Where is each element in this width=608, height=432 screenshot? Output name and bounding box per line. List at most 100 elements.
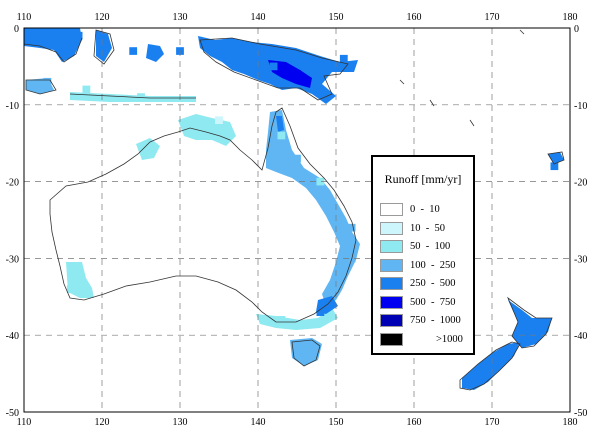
runoff-cell-19 — [347, 223, 356, 232]
legend-label: 250 - 500 — [410, 278, 456, 289]
legend-swatch — [380, 314, 403, 327]
coastline-borneo — [93, 29, 115, 65]
coastline-sumatra — [23, 37, 83, 63]
runoff-cell-18 — [316, 177, 325, 186]
runoff-cell-16 — [277, 131, 286, 140]
lon-tick-top-180: 180 — [563, 12, 578, 23]
legend-label: 500 - 750 — [410, 296, 456, 308]
runoff-patch-nz-south — [462, 342, 520, 390]
lon-tick-top-140: 140 — [251, 12, 266, 23]
lat-tick-right--20: -20 — [574, 178, 587, 189]
runoff-raster — [24, 28, 564, 390]
lat-tick-right-0: 0 — [574, 24, 579, 35]
lat-tick-labels-left: 0 -10 -20 -30 -40 -50 — [6, 24, 19, 419]
coastline-java — [25, 79, 57, 95]
legend-swatch — [380, 277, 403, 290]
runoff-cell-23 — [277, 316, 286, 324]
runoff-patch-cape-york-blue — [276, 116, 284, 132]
runoff-patch-kimberley — [136, 138, 160, 160]
runoff-cell-4 — [129, 47, 138, 55]
lat-tick-left--40: -40 — [6, 331, 19, 342]
lon-tick-labels-top: 110 120 130 140 150 160 170 180 — [17, 12, 578, 23]
lon-tick-top-160: 160 — [407, 12, 422, 23]
runoff-cell-29 — [550, 162, 559, 171]
lon-tick-bottom-170: 170 — [485, 417, 500, 428]
legend-swatch — [380, 203, 403, 216]
lon-tick-bottom-110: 110 — [17, 417, 32, 428]
lat-tick-left-0: 0 — [14, 24, 19, 35]
lat-tick-right--50: -50 — [574, 408, 587, 419]
coastline-pacific-islands — [399, 29, 565, 165]
legend-entry: 750 - 1000 — [380, 314, 475, 328]
legend-swatch — [380, 221, 403, 235]
runoff-cell-7 — [269, 62, 278, 71]
lat-tick-right--30: -30 — [574, 254, 587, 265]
lon-tick-bottom-180: 180 — [563, 417, 578, 428]
lon-tick-top-150: 150 — [329, 12, 344, 23]
runoff-cell-17 — [293, 154, 301, 163]
legend-label: 100 - 250 — [410, 259, 456, 271]
runoff-cell-13 — [137, 93, 145, 101]
coastline-nz-south — [459, 341, 521, 391]
lon-tick-top-120: 120 — [95, 12, 110, 23]
lat-tick-left--20: -20 — [6, 178, 19, 189]
runoff-cell-12 — [82, 85, 91, 94]
legend-label: >1000 — [436, 333, 463, 345]
runoff-cell-15 — [215, 116, 223, 124]
legend-swatch — [380, 332, 403, 346]
runoff-cell-14 — [191, 116, 200, 124]
runoff-cell-22 — [316, 308, 325, 316]
coastline-new-guinea — [199, 37, 349, 101]
lon-tick-bottom-130: 130 — [173, 417, 188, 428]
lon-tick-labels-bottom: 110 120 130 140 150 160 170 180 — [17, 417, 578, 428]
runoff-patch-sumatra — [24, 28, 82, 62]
runoff-patch-arnhem — [178, 114, 236, 146]
legend: Runoff [mm/yr] 0 - 10 10 - 50 50 - 100 100 … — [371, 155, 475, 355]
lon-tick-bottom-140: 140 — [251, 417, 266, 428]
runoff-cell-27 — [472, 369, 481, 378]
lat-tick-right--40: -40 — [574, 331, 587, 342]
coastline-australia — [49, 107, 357, 323]
lon-tick-top-170: 170 — [485, 12, 500, 23]
runoff-cell-6 — [230, 47, 239, 55]
runoff-cell-8 — [293, 70, 301, 78]
legend-entry: 250 - 500 — [380, 277, 475, 291]
runoff-patch-new-guinea-dark — [268, 60, 312, 88]
lat-tick-left--10: -10 — [6, 101, 19, 112]
lat-tick-labels-right: 0 -10 -20 -30 -40 -50 — [574, 24, 587, 419]
runoff-cell-1 — [59, 39, 67, 48]
runoff-cell-26 — [495, 354, 504, 363]
runoff-cell-2 — [74, 31, 83, 40]
runoff-cell-9 — [316, 62, 325, 71]
runoff-cell-0 — [35, 39, 44, 48]
runoff-cell-11 — [43, 77, 52, 86]
legend-entry: 50 - 100 — [380, 240, 475, 254]
lat-tick-right--10: -10 — [574, 101, 587, 112]
legend-entry: 500 - 750 — [380, 295, 475, 310]
legend-swatch — [380, 240, 403, 253]
lon-tick-bottom-160: 160 — [407, 417, 422, 428]
runoff-cell-28 — [527, 323, 535, 332]
legend-label: 750 - 1000 — [410, 315, 461, 326]
legend-label: 0 - 10 — [410, 204, 440, 215]
runoff-patch-sulawesi — [146, 44, 164, 62]
runoff-cell-25 — [66, 285, 75, 293]
legend-title: Runoff [mm/yr] — [384, 172, 462, 186]
coastlines — [23, 29, 565, 391]
coastline-tasmania — [291, 339, 321, 367]
lon-tick-top-130: 130 — [173, 12, 188, 23]
runoff-cell-10 — [339, 54, 348, 63]
lat-tick-left--50: -50 — [6, 408, 19, 419]
runoff-cell-21 — [332, 285, 340, 293]
legend-swatch — [380, 295, 403, 309]
legend-entry: 100 - 250 — [380, 258, 475, 273]
legend-entry: >1000 — [380, 332, 475, 347]
plot-frame — [23, 27, 571, 413]
legend-label: 10 - 50 — [410, 222, 445, 234]
coastline-lesser-sunda — [69, 93, 196, 99]
lat-tick-left--30: -30 — [6, 254, 19, 265]
runoff-patch-fiji — [548, 152, 564, 164]
lon-tick-bottom-120: 120 — [95, 417, 110, 428]
legend-label: 50 - 100 — [410, 241, 451, 252]
legend-swatch — [380, 258, 403, 272]
